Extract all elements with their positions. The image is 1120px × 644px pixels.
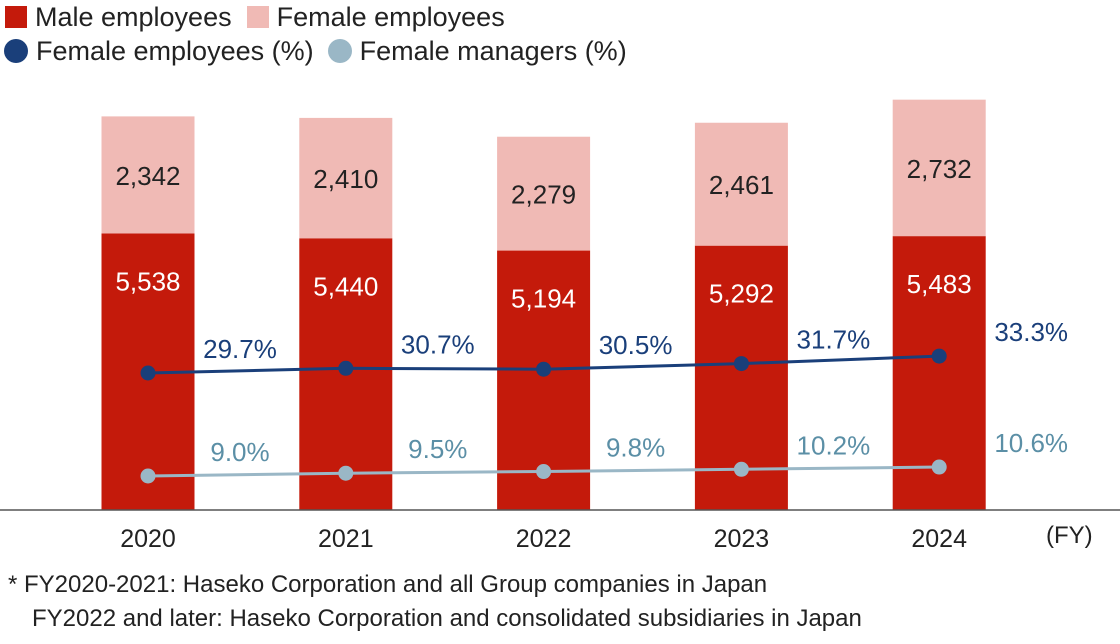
managers-pct-point-2023 <box>733 461 749 477</box>
female-pct-point-2020 <box>140 365 156 381</box>
legend-swatch-female-pct <box>4 39 28 63</box>
footnote-line-2: FY2022 and later: Haseko Corporation and… <box>32 605 862 632</box>
label-male-2024: 5,483 <box>907 269 972 299</box>
x-tick-2021: 2021 <box>318 525 374 553</box>
label-female-2024: 2,732 <box>907 154 972 184</box>
legend-label-female-pct: Female employees (%) <box>36 35 314 66</box>
label-managers-pct-2022: 9.8% <box>606 433 665 463</box>
legend-item-male: Male employees <box>0 2 232 33</box>
x-tick-2022: 2022 <box>516 525 572 553</box>
x-tick-2024: 2024 <box>911 525 967 553</box>
label-managers-pct-2024: 10.6% <box>994 428 1068 458</box>
legend-swatch-female <box>246 6 269 28</box>
legend-item-female-pct: Female employees (%) <box>0 36 314 67</box>
label-female-2020: 2,342 <box>115 161 180 191</box>
label-female-pct-2023: 31.7% <box>797 325 871 355</box>
legend-label-female: Female employees <box>276 1 505 32</box>
legend-swatch-male <box>5 6 27 28</box>
bar-female-2023 <box>694 122 788 246</box>
female-pct-point-2021 <box>338 360 354 376</box>
managers-pct-point-2020 <box>140 468 156 484</box>
label-female-2021: 2,410 <box>313 164 378 194</box>
managers-pct-point-2021 <box>338 465 354 481</box>
label-managers-pct-2020: 9.0% <box>210 437 269 467</box>
female-pct-point-2023 <box>733 356 749 372</box>
footnote: * FY2020-2021: Haseko Corporation and al… <box>8 568 862 636</box>
bar-female-2021 <box>299 117 393 239</box>
label-male-2022: 5,194 <box>511 284 576 314</box>
bar-female-2022 <box>497 136 591 251</box>
female-pct-point-2022 <box>536 361 552 377</box>
legend-label-male: Male employees <box>35 1 232 32</box>
label-female-pct-2022: 30.5% <box>599 330 673 360</box>
female-pct-point-2024 <box>931 348 947 364</box>
legend-label-managers-pct: Female managers (%) <box>359 35 627 66</box>
label-managers-pct-2023: 10.2% <box>797 430 871 460</box>
label-managers-pct-2021: 9.5% <box>408 434 467 464</box>
legend-item-managers-pct: Female managers (%) <box>324 36 627 67</box>
label-female-2022: 2,279 <box>511 180 576 210</box>
x-tick-2023: 2023 <box>714 525 770 553</box>
label-female-pct-2021: 30.7% <box>401 329 475 359</box>
legend-item-female: Female employees <box>242 2 505 33</box>
managers-pct-point-2024 <box>931 459 947 475</box>
legend-swatch-managers-pct <box>327 39 352 63</box>
bar-female-2024 <box>892 99 986 237</box>
x-axis-unit: (FY) <box>1046 522 1093 549</box>
label-male-2023: 5,292 <box>709 279 774 309</box>
label-male-2020: 5,538 <box>115 266 180 296</box>
label-female-2023: 2,461 <box>709 170 774 200</box>
managers-pct-point-2022 <box>536 464 552 480</box>
x-tick-2020: 2020 <box>120 525 176 553</box>
label-female-pct-2024: 33.3% <box>994 317 1068 347</box>
legend: Male employees Female employees Female e… <box>0 0 637 68</box>
footnote-line-1: * FY2020-2021: Haseko Corporation and al… <box>8 571 768 598</box>
label-male-2021: 5,440 <box>313 271 378 301</box>
bar-female-2020 <box>101 116 195 234</box>
label-female-pct-2020: 29.7% <box>203 334 277 364</box>
